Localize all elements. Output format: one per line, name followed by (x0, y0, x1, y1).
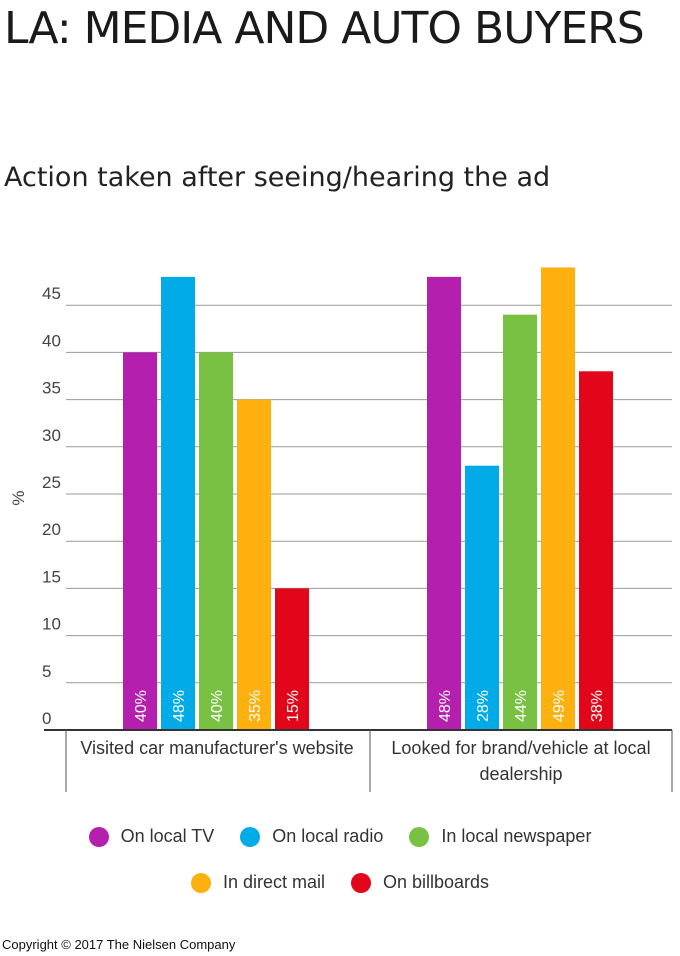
y-tick-label: 0 (42, 709, 51, 728)
bar-value-label: 49% (551, 690, 568, 722)
bar (123, 352, 157, 730)
y-axis-label: % (9, 490, 28, 505)
x-tick-label: dealership (479, 764, 562, 784)
y-tick-label: 30 (42, 426, 61, 445)
bar (503, 314, 537, 730)
legend-item: On local radio (240, 826, 383, 847)
x-tick-label: Looked for brand/vehicle at local (391, 738, 650, 758)
legend-item: On billboards (350, 872, 490, 893)
legend-swatch (409, 826, 430, 847)
bar-value-label: 38% (589, 690, 606, 722)
legend-item: In direct mail (190, 872, 325, 893)
bar (199, 352, 233, 730)
y-tick-label: 20 (42, 520, 61, 539)
y-tick-label: 25 (42, 473, 61, 492)
legend-item: In local newspaper (409, 826, 591, 847)
bar-value-label: 40% (209, 690, 226, 722)
chart-subtitle: Action taken after seeing/hearing the ad (4, 162, 551, 193)
bar-value-label: 28% (475, 690, 492, 722)
bar-value-label: 48% (437, 690, 454, 722)
bar-value-label: 40% (133, 690, 150, 722)
legend-swatch (190, 872, 211, 893)
bar (465, 465, 499, 730)
y-tick-label: 40 (42, 331, 61, 350)
bar (275, 588, 309, 730)
legend-row: In direct mail On billboards (0, 872, 680, 893)
y-tick-label: 15 (42, 567, 61, 586)
y-tick-label: 45 (42, 284, 61, 303)
bar-chart: 0 5 10 15 20 25 30 35 40 45% 40% 48% 48% 28% 40% 44% 35%… (9, 267, 673, 792)
bar (427, 276, 461, 730)
y-tick-label: 5 (42, 662, 51, 681)
legend-swatch (350, 872, 371, 893)
bar (237, 399, 271, 730)
bar (541, 267, 575, 730)
bar-value-label: 48% (171, 690, 188, 722)
legend-swatch (240, 826, 261, 847)
bar (161, 276, 195, 730)
legend-label: On local TV (120, 826, 215, 846)
bar-value-label: 35% (247, 690, 264, 722)
legend-label: In direct mail (222, 872, 325, 892)
legend-label: In local newspaper (441, 826, 592, 846)
legend-item: On local TV (88, 826, 215, 847)
page-title: LA: MEDIA AND AUTO BUYERS (4, 3, 645, 54)
bar (579, 371, 613, 730)
bar-value-label: 44% (513, 690, 530, 722)
legend-label: On local radio (272, 826, 384, 846)
copyright-notice: Copyright © 2017 The Nielsen Company (2, 937, 236, 952)
legend-label: On billboards (382, 872, 490, 892)
bar-value-label: 15% (285, 690, 302, 722)
legend-swatch (88, 826, 109, 847)
y-tick-label: 35 (42, 379, 61, 398)
y-tick-label: 10 (42, 615, 61, 634)
x-tick-label: Visited car manufacturer's website (80, 738, 353, 758)
legend-row: On local TV On local radio In local newspa… (0, 826, 680, 847)
